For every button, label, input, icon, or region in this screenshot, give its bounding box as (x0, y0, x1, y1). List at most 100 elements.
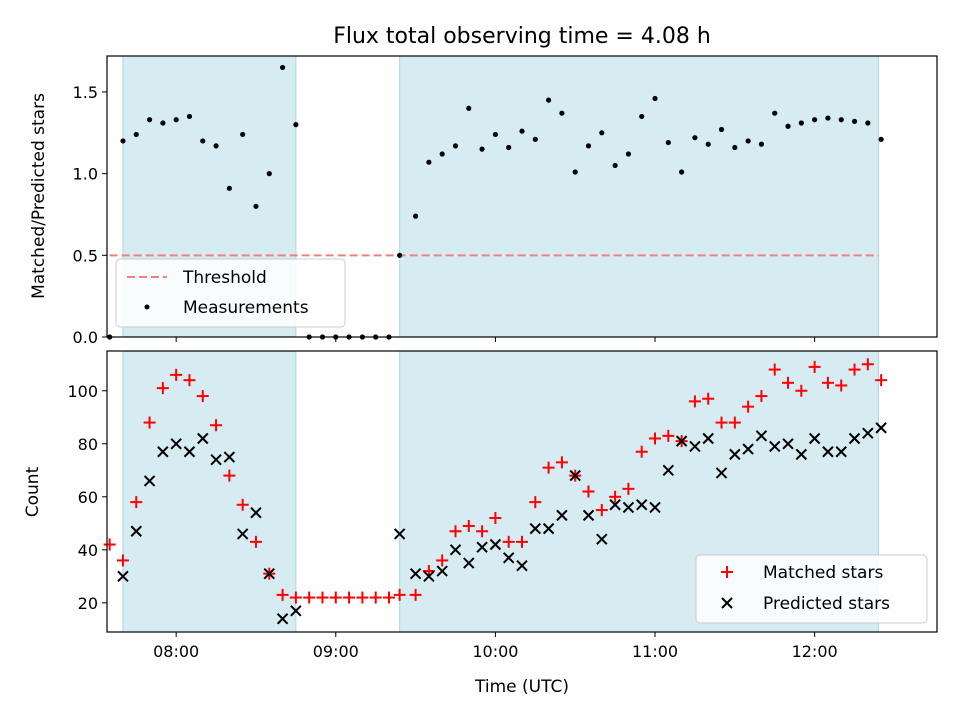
predicted-star-point (197, 432, 209, 445)
top-axes-frame (106, 55, 938, 338)
predicted-star-point (276, 613, 289, 625)
matched-star-point (183, 374, 196, 387)
matched-star-point (356, 591, 369, 604)
matched-star-point (343, 591, 356, 604)
matched-star-point (249, 535, 262, 548)
measurement-point (851, 118, 858, 124)
measurement-point (439, 151, 445, 157)
predicted-star-point (409, 567, 422, 580)
matched-star-point (196, 390, 209, 403)
matched-star-point (382, 591, 395, 604)
matched-star-point (688, 395, 701, 408)
matched-legend-label: Matched stars (763, 563, 883, 583)
measurement-point (492, 131, 498, 138)
measurement-point (120, 138, 126, 144)
y-tick-label: 0.0 (73, 328, 98, 347)
matched-star-point (609, 490, 622, 503)
matched-star-point (303, 591, 316, 604)
matched-star-point (289, 591, 302, 604)
measurement-point (572, 169, 578, 175)
predicted-star-point (130, 525, 142, 537)
matched-star-point (462, 519, 475, 532)
measurement-point (599, 130, 605, 136)
predicted-star-point (393, 528, 406, 540)
predicted-legend-label: Predicted stars (763, 594, 890, 614)
predicted-star-point (183, 446, 196, 458)
predicted-star-point (662, 464, 675, 476)
measurement-point (705, 141, 711, 147)
measurement-point (838, 117, 844, 123)
y-tick-label: 60 (78, 488, 98, 507)
measurement-point (825, 115, 831, 121)
predicted-star-point (556, 509, 568, 522)
x-tick-label: 10:00 (472, 642, 518, 661)
shaded-observing-interval (399, 56, 879, 337)
bottom-y-axis-label: Count (23, 466, 43, 517)
y-tick-label: 1.0 (73, 165, 98, 184)
predicted-star-point (436, 565, 448, 577)
predicted-star-point (755, 430, 768, 442)
predicted-star-point (795, 448, 808, 461)
bottom-legend-box (695, 554, 928, 624)
matched-star-point (143, 416, 156, 429)
matched-star-point (502, 535, 515, 548)
x-tick-label: 08:00 (153, 642, 199, 661)
top-legend-box (115, 258, 346, 328)
predicted-star-point (715, 467, 728, 479)
measurement-point (226, 185, 232, 191)
measurements-series (107, 64, 884, 340)
measurement-point (732, 144, 738, 151)
matched-star-point (861, 358, 874, 371)
measurement-point (279, 64, 286, 71)
measurement-point (506, 144, 512, 151)
x-tick-label: 11:00 (632, 642, 678, 661)
bottom-y-axis-ticks: 20 40 60 80 100 (67, 382, 107, 613)
matched-star-point (529, 496, 542, 509)
measurement-point (745, 138, 751, 144)
measurement-point (546, 97, 552, 103)
measurement-point (240, 131, 246, 138)
predicted-star-point (742, 443, 754, 455)
predicted-star-point (476, 541, 488, 553)
matched-star-point (449, 525, 462, 538)
measurement-point (772, 110, 778, 116)
matched-star-point (116, 554, 129, 567)
measurement-point (532, 136, 538, 142)
predicted-star-point (822, 446, 834, 458)
predicted-star-point (170, 438, 182, 450)
matched-star-point (476, 525, 489, 538)
matched-star-point (369, 591, 382, 604)
matched-star-point (875, 374, 888, 387)
top-legend: Threshold Measurements (115, 258, 346, 328)
predicted-star-point (290, 605, 302, 617)
measurement-point (612, 162, 618, 169)
predicted-star-point (529, 522, 542, 535)
predicted-star-point (702, 432, 714, 445)
matched-star-point (542, 461, 555, 474)
matched-star-point (103, 538, 116, 551)
predicted-star-point (117, 570, 129, 583)
predicted-star-point (463, 557, 475, 569)
matched-star-point (768, 363, 781, 376)
measurement-point (758, 141, 765, 147)
matched-star-point (742, 400, 755, 413)
matched-star-point (649, 432, 662, 445)
measurements-legend-label: Measurements (183, 298, 309, 318)
matched-star-point (516, 535, 528, 548)
predicted-star-point (143, 475, 156, 487)
predicted-star-point (236, 528, 249, 540)
predicted-star-point (542, 522, 555, 535)
measurement-point (625, 151, 632, 157)
predicted-star-point (569, 469, 581, 482)
threshold-legend-label: Threshold (182, 268, 267, 288)
matched-star-point (130, 496, 143, 509)
y-tick-label: 0.5 (73, 246, 98, 265)
matched-star-point (848, 363, 861, 376)
matched-star-point (555, 456, 568, 469)
matched-star-point (276, 588, 289, 601)
predicted-star-point (622, 501, 635, 514)
predicted-star-point (502, 552, 515, 564)
matched-star-point (409, 588, 422, 601)
